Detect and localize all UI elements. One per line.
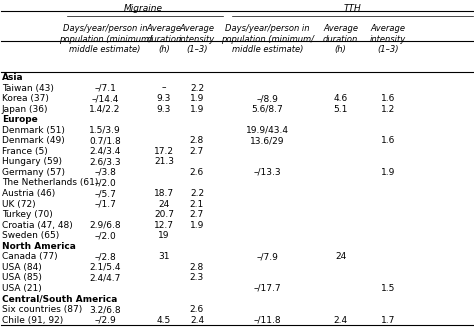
Text: The Netherlands (61): The Netherlands (61) [2, 179, 98, 188]
Text: 2.1: 2.1 [190, 200, 204, 208]
Text: 1.4/2.2: 1.4/2.2 [90, 105, 121, 114]
Text: 21.3: 21.3 [154, 157, 174, 166]
Text: –/17.7: –/17.7 [254, 284, 282, 293]
Text: Croatia (47, 48): Croatia (47, 48) [2, 221, 73, 230]
Text: USA (21): USA (21) [2, 284, 42, 293]
Text: North America: North America [2, 242, 76, 251]
Text: Denmark (49): Denmark (49) [2, 136, 64, 145]
Text: 2.3: 2.3 [190, 273, 204, 283]
Text: –/2.0: –/2.0 [94, 179, 116, 188]
Text: –/7.9: –/7.9 [257, 252, 279, 261]
Text: 1.9: 1.9 [190, 94, 204, 103]
Text: 2.7: 2.7 [190, 210, 204, 219]
Text: TTH: TTH [344, 4, 361, 13]
Text: Migraine: Migraine [123, 4, 162, 13]
Text: 2.1/5.4: 2.1/5.4 [89, 263, 121, 272]
Text: 31: 31 [158, 252, 170, 261]
Text: Denmark (51): Denmark (51) [2, 126, 65, 135]
Text: 3.2/6.8: 3.2/6.8 [89, 305, 121, 314]
Text: France (5): France (5) [2, 147, 47, 156]
Text: 2.9/6.8: 2.9/6.8 [89, 221, 121, 230]
Text: –: – [162, 84, 166, 93]
Text: 2.6: 2.6 [190, 305, 204, 314]
Text: UK (72): UK (72) [2, 200, 36, 208]
Text: 9.3: 9.3 [157, 105, 171, 114]
Text: –/8.9: –/8.9 [257, 94, 279, 103]
Text: 2.4/4.7: 2.4/4.7 [90, 273, 121, 283]
Text: 2.8: 2.8 [190, 263, 204, 272]
Text: 20.7: 20.7 [154, 210, 174, 219]
Text: 1.6: 1.6 [381, 94, 395, 103]
Text: 1.5: 1.5 [381, 284, 395, 293]
Text: Korea (37): Korea (37) [2, 94, 49, 103]
Text: 5.1: 5.1 [334, 105, 348, 114]
Text: Germany (57): Germany (57) [2, 168, 65, 177]
Text: Europe: Europe [2, 115, 37, 124]
Text: Average
duration
(h): Average duration (h) [323, 25, 358, 54]
Text: 13.6/29: 13.6/29 [250, 136, 285, 145]
Text: 4.5: 4.5 [157, 315, 171, 325]
Text: 2.2: 2.2 [190, 84, 204, 93]
Text: 5.6/8.7: 5.6/8.7 [252, 105, 283, 114]
Text: Canada (77): Canada (77) [2, 252, 57, 261]
Text: USA (84): USA (84) [2, 263, 42, 272]
Text: –/11.8: –/11.8 [254, 315, 282, 325]
Text: 2.6/3.3: 2.6/3.3 [89, 157, 121, 166]
Text: –/1.7: –/1.7 [94, 200, 116, 208]
Text: 2.4/3.4: 2.4/3.4 [90, 147, 121, 156]
Text: 2.4: 2.4 [334, 315, 348, 325]
Text: 19: 19 [158, 231, 170, 240]
Text: 12.7: 12.7 [154, 221, 174, 230]
Text: Average
duration
(h): Average duration (h) [146, 25, 182, 54]
Text: 17.2: 17.2 [154, 147, 174, 156]
Text: 4.6: 4.6 [334, 94, 348, 103]
Text: Taiwan (43): Taiwan (43) [2, 84, 54, 93]
Text: Japan (36): Japan (36) [2, 105, 48, 114]
Text: Sweden (65): Sweden (65) [2, 231, 59, 240]
Text: 1.9: 1.9 [190, 221, 204, 230]
Text: 2.6: 2.6 [190, 168, 204, 177]
Text: 1.9: 1.9 [381, 168, 395, 177]
Text: Hungary (59): Hungary (59) [2, 157, 62, 166]
Text: 24: 24 [158, 200, 170, 208]
Text: USA (85): USA (85) [2, 273, 42, 283]
Text: Days/year/person in
population (minimum/
middle estimate): Days/year/person in population (minimum/… [221, 25, 314, 54]
Text: Average
intensity
(1–3): Average intensity (1–3) [179, 25, 215, 54]
Text: –/2.9: –/2.9 [94, 315, 116, 325]
Text: –/14.4: –/14.4 [91, 94, 119, 103]
Text: 2.8: 2.8 [190, 136, 204, 145]
Text: 1.6: 1.6 [381, 136, 395, 145]
Text: Six countries (87): Six countries (87) [2, 305, 82, 314]
Text: Austria (46): Austria (46) [2, 189, 55, 198]
Text: 1.9: 1.9 [190, 105, 204, 114]
Text: 18.7: 18.7 [154, 189, 174, 198]
Text: 2.7: 2.7 [190, 147, 204, 156]
Text: Average
intensity
(1–3): Average intensity (1–3) [370, 25, 406, 54]
Text: 0.7/1.8: 0.7/1.8 [89, 136, 121, 145]
Text: –/7.1: –/7.1 [94, 84, 116, 93]
Text: 1.7: 1.7 [381, 315, 395, 325]
Text: –/5.7: –/5.7 [94, 189, 116, 198]
Text: Chile (91, 92): Chile (91, 92) [2, 315, 63, 325]
Text: 2.4: 2.4 [190, 315, 204, 325]
Text: 1.2: 1.2 [381, 105, 395, 114]
Text: 2.2: 2.2 [190, 189, 204, 198]
Text: Turkey (70): Turkey (70) [2, 210, 53, 219]
Text: –/2.8: –/2.8 [94, 252, 116, 261]
Text: Central/South America: Central/South America [2, 294, 117, 303]
Text: 19.9/43.4: 19.9/43.4 [246, 126, 289, 135]
Text: 24: 24 [335, 252, 346, 261]
Text: –/3.8: –/3.8 [94, 168, 116, 177]
Text: Days/year/person in
population (minimum/
middle estimate): Days/year/person in population (minimum/… [59, 25, 152, 54]
Text: 1.5/3.9: 1.5/3.9 [89, 126, 121, 135]
Text: –/13.3: –/13.3 [254, 168, 282, 177]
Text: –/2.0: –/2.0 [94, 231, 116, 240]
Text: 9.3: 9.3 [157, 94, 171, 103]
Text: Asia: Asia [2, 73, 24, 82]
